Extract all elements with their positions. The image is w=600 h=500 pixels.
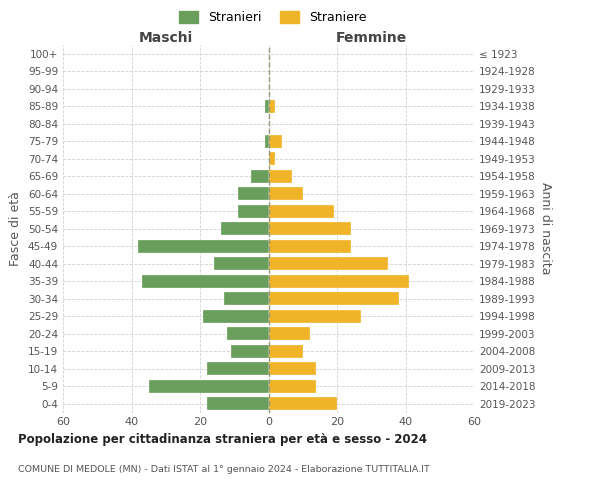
- Bar: [269, 152, 275, 166]
- Bar: [269, 310, 361, 323]
- Bar: [265, 100, 269, 113]
- Bar: [269, 187, 303, 200]
- Bar: [214, 257, 269, 270]
- Bar: [238, 204, 269, 218]
- Text: Femmine: Femmine: [335, 31, 407, 45]
- Bar: [139, 240, 269, 253]
- Bar: [269, 170, 292, 183]
- Bar: [269, 134, 282, 148]
- Bar: [207, 397, 269, 410]
- Text: Maschi: Maschi: [139, 31, 193, 45]
- Y-axis label: Fasce di età: Fasce di età: [10, 192, 22, 266]
- Bar: [265, 134, 269, 148]
- Text: Popolazione per cittadinanza straniera per età e sesso - 2024: Popolazione per cittadinanza straniera p…: [18, 432, 427, 446]
- Bar: [269, 344, 303, 358]
- Bar: [269, 397, 337, 410]
- Bar: [269, 292, 398, 306]
- Bar: [269, 380, 316, 393]
- Bar: [269, 222, 350, 235]
- Bar: [269, 100, 275, 113]
- Bar: [269, 362, 316, 376]
- Bar: [251, 170, 269, 183]
- Y-axis label: Anni di nascita: Anni di nascita: [539, 182, 552, 275]
- Bar: [269, 204, 334, 218]
- Bar: [207, 362, 269, 376]
- Bar: [269, 274, 409, 288]
- Bar: [227, 327, 269, 340]
- Text: COMUNE DI MEDOLE (MN) - Dati ISTAT al 1° gennaio 2024 - Elaborazione TUTTITALIA.: COMUNE DI MEDOLE (MN) - Dati ISTAT al 1°…: [18, 465, 430, 474]
- Bar: [203, 310, 269, 323]
- Legend: Stranieri, Straniere: Stranieri, Straniere: [175, 6, 371, 29]
- Bar: [269, 327, 310, 340]
- Bar: [149, 380, 269, 393]
- Bar: [269, 257, 388, 270]
- Bar: [231, 344, 269, 358]
- Bar: [221, 222, 269, 235]
- Bar: [224, 292, 269, 306]
- Bar: [238, 187, 269, 200]
- Bar: [269, 240, 350, 253]
- Bar: [142, 274, 269, 288]
